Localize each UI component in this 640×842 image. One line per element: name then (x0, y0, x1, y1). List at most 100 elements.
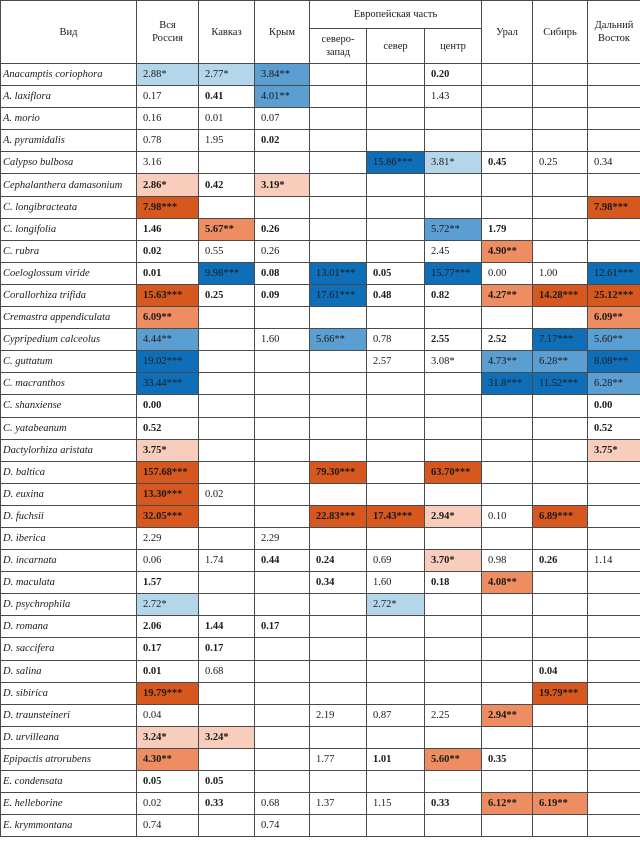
species-name: Calypso bulbosa (0, 151, 137, 175)
value-cell-center: 2.45 (424, 239, 482, 263)
value-cell-north (366, 681, 425, 705)
value-cell-center (424, 681, 482, 705)
table-row: C. longibracteata 7.98*** 7.98*** (0, 195, 640, 219)
value-cell-russia: 0.02 (136, 792, 199, 816)
value-cell-ural: 4.08** (481, 571, 533, 595)
value-cell-ural (481, 482, 533, 506)
value-cell-russia: 3.75* (136, 438, 199, 462)
value-cell-far-east (587, 504, 640, 528)
value-cell-center: 2.55 (424, 328, 482, 352)
value-cell-caucasus: 0.42 (198, 173, 255, 197)
value-cell-caucasus: 0.33 (198, 792, 255, 816)
value-cell-ural (481, 615, 533, 639)
value-cell-crimea: 0.44 (254, 549, 310, 573)
value-cell-north: 0.48 (366, 283, 425, 308)
species-name: D. romana (0, 615, 137, 639)
table-row: D. urvilleana 3.24* 3.24* (0, 725, 640, 749)
value-cell-north: 15.86*** (366, 151, 425, 175)
species-name: D. psychrophila (0, 593, 137, 617)
value-cell-center (424, 306, 482, 330)
table-row: C. macranthos 33.44*** 31.8*** 11.52*** 6.28… (0, 372, 640, 396)
value-cell-crimea (254, 394, 310, 418)
value-cell-ural: 0.10 (481, 504, 533, 528)
value-cell-north (366, 438, 425, 462)
value-cell-center: 63.70*** (424, 460, 482, 484)
value-cell-northwest: 22.83*** (309, 504, 367, 528)
value-cell-caucasus: 0.68 (198, 659, 255, 683)
value-cell-ural (481, 593, 533, 617)
header-crimea: Крым (254, 0, 310, 64)
value-cell-russia: 19.02*** (136, 350, 199, 374)
value-cell-northwest: 0.24 (309, 549, 367, 573)
value-cell-ural: 0.45 (481, 151, 533, 175)
value-cell-far-east: 0.00 (587, 394, 640, 418)
value-cell-russia: 2.86* (136, 173, 199, 197)
value-cell-crimea (254, 659, 310, 683)
value-cell-russia: 0.04 (136, 703, 199, 727)
value-cell-center (424, 725, 482, 749)
table-row: A. pyramidalis 0.78 1.95 0.02 (0, 129, 640, 153)
value-cell-north (366, 217, 425, 241)
value-cell-center (424, 593, 482, 617)
table-row: Corallorhiza trifida 15.63*** 0.25 0.09 17.6… (0, 283, 640, 308)
value-cell-north (366, 416, 425, 440)
value-cell-northwest (309, 394, 367, 418)
value-cell-siberia: 11.52*** (532, 372, 588, 396)
value-cell-caucasus (198, 350, 255, 374)
value-cell-northwest (309, 593, 367, 617)
value-cell-caucasus: 1.95 (198, 129, 255, 153)
value-cell-ural (481, 129, 533, 153)
value-cell-siberia (532, 306, 588, 330)
value-cell-far-east (587, 725, 640, 749)
table-row: E. helleborine 0.02 0.33 0.68 1.37 1.15 0.33 6.… (0, 792, 640, 816)
value-cell-caucasus (198, 814, 255, 838)
value-cell-north (366, 460, 425, 484)
value-cell-russia: 1.57 (136, 571, 199, 595)
value-cell-crimea (254, 151, 310, 175)
value-cell-russia: 0.01 (136, 261, 199, 285)
value-cell-northwest: 1.37 (309, 792, 367, 816)
value-cell-crimea (254, 195, 310, 219)
table-row: C. guttatum 19.02*** 2.57 3.08* 4.73** 6.28**… (0, 350, 640, 374)
value-cell-crimea (254, 416, 310, 440)
value-cell-caucasus: 0.55 (198, 239, 255, 263)
table-row: Anacamptis coriophora 2.88* 2.77* 3.84** 0.2… (0, 62, 640, 87)
species-name: Coeloglossum viride (0, 261, 137, 285)
value-cell-far-east (587, 217, 640, 241)
value-cell-far-east (587, 129, 640, 153)
value-cell-north (366, 659, 425, 683)
table-row: D. traunsteineri 0.04 2.19 0.87 2.25 2.94** (0, 703, 640, 727)
value-cell-caucasus (198, 416, 255, 440)
value-cell-north (366, 526, 425, 551)
header-species: Вид (0, 0, 137, 64)
value-cell-caucasus (198, 504, 255, 528)
value-cell-northwest (309, 438, 367, 462)
value-cell-crimea (254, 482, 310, 506)
value-cell-russia: 0.78 (136, 129, 199, 153)
species-name: A. pyramidalis (0, 129, 137, 153)
value-cell-far-east (587, 526, 640, 551)
table-row: D. maculata 1.57 0.34 1.60 0.18 4.08** (0, 571, 640, 595)
value-cell-caucasus (198, 195, 255, 219)
value-cell-center: 1.43 (424, 85, 482, 109)
value-cell-caucasus (198, 151, 255, 175)
table-row: Calypso bulbosa 3.16 15.86*** 3.81* 0.45 0.25… (0, 151, 640, 175)
value-cell-crimea (254, 306, 310, 330)
value-cell-northwest: 79.30*** (309, 460, 367, 484)
value-cell-far-east (587, 615, 640, 639)
value-cell-center: 0.33 (424, 792, 482, 816)
value-cell-russia: 0.17 (136, 637, 199, 661)
value-cell-caucasus: 0.01 (198, 107, 255, 131)
value-cell-center: 3.81* (424, 151, 482, 175)
value-cell-caucasus (198, 328, 255, 352)
value-cell-northwest (309, 151, 367, 175)
value-cell-crimea: 0.07 (254, 107, 310, 131)
value-cell-crimea: 3.19* (254, 173, 310, 197)
value-cell-ural (481, 637, 533, 661)
table-row: C. longifolia 1.46 5.67** 0.26 5.72** 1.79 (0, 217, 640, 241)
value-cell-siberia: 6.28** (532, 350, 588, 374)
value-cell-center: 3.08* (424, 350, 482, 374)
value-cell-far-east: 0.52 (587, 416, 640, 440)
value-cell-far-east (587, 571, 640, 595)
value-cell-caucasus (198, 526, 255, 551)
